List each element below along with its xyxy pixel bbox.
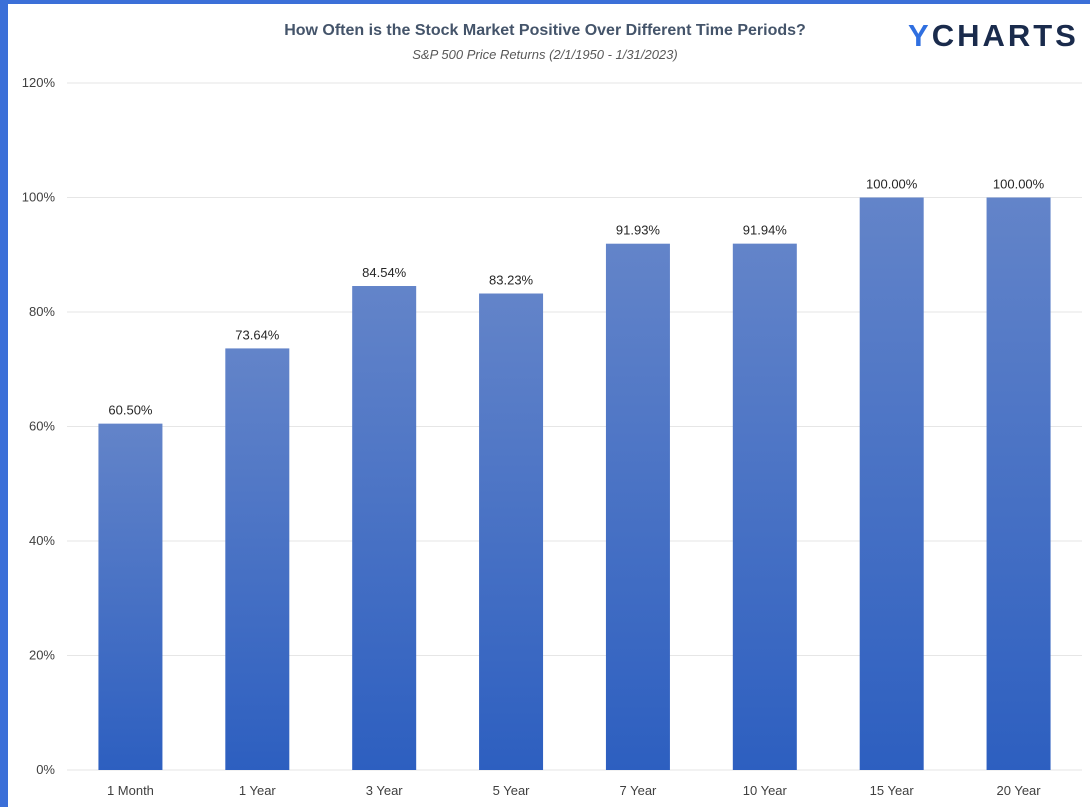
logo-prefix: Y	[908, 18, 932, 53]
bar-value-label: 100.00%	[993, 177, 1045, 192]
x-axis-ticks: 1 Month 1 Year 3 Year 5 Year 7 Year 10 Year 15…	[107, 783, 1041, 798]
bar	[986, 197, 1051, 770]
bar-value-label: 84.54%	[362, 265, 407, 280]
ycharts-logo: YCHARTS	[908, 18, 1079, 54]
y-axis-ticks: 0% 20% 40% 60% 80% 100% 120%	[22, 75, 56, 777]
chart-title: How Often is the Stock Market Positive O…	[284, 22, 806, 39]
bar	[605, 243, 670, 770]
bar-value-label: 91.94%	[743, 223, 788, 238]
x-tick-label: 3 Year	[366, 783, 404, 798]
y-tick-label: 20%	[29, 648, 55, 663]
bar-value-label: 83.23%	[489, 273, 534, 288]
gridlines	[67, 82, 1082, 771]
x-tick-label: 15 Year	[870, 783, 915, 798]
logo-rest: CHARTS	[931, 18, 1079, 53]
bar	[859, 197, 924, 770]
bar-value-label: 100.00%	[866, 177, 918, 192]
data-labels: 60.50% 73.64% 84.54% 83.23% 91.93% 91.94% 100.…	[108, 177, 1044, 418]
bar	[225, 348, 290, 770]
y-tick-label: 40%	[29, 533, 55, 548]
bar	[479, 293, 544, 770]
bar	[732, 243, 797, 770]
bar	[98, 423, 163, 770]
x-tick-label: 10 Year	[743, 783, 788, 798]
y-tick-label: 100%	[22, 190, 56, 205]
y-tick-label: 60%	[29, 419, 55, 434]
bar-value-label: 91.93%	[616, 223, 661, 238]
x-tick-label: 5 Year	[493, 783, 531, 798]
y-tick-label: 0%	[36, 762, 55, 777]
bar	[352, 286, 417, 770]
x-tick-label: 1 Year	[239, 783, 277, 798]
chart-subtitle: S&P 500 Price Returns (2/1/1950 - 1/31/2…	[412, 47, 678, 62]
y-tick-label: 80%	[29, 304, 55, 319]
x-tick-label: 20 Year	[997, 783, 1042, 798]
x-tick-label: 1 Month	[107, 783, 154, 798]
bars	[98, 197, 1051, 770]
bar-value-label: 60.50%	[108, 403, 153, 418]
y-tick-label: 120%	[22, 75, 56, 90]
bar-value-label: 73.64%	[235, 327, 280, 342]
x-tick-label: 7 Year	[620, 783, 658, 798]
